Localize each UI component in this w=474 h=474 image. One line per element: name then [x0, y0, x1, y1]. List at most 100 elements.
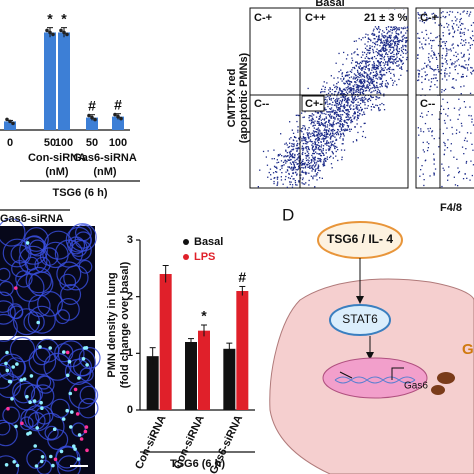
event-dot — [451, 25, 453, 27]
event-dot — [297, 126, 299, 128]
event-dot — [293, 157, 296, 159]
event-dot — [289, 181, 291, 183]
event-dot — [446, 22, 448, 25]
event-dot — [370, 91, 372, 94]
alveolus — [57, 340, 85, 368]
event-dot — [322, 123, 324, 125]
event-dot — [319, 154, 322, 157]
event-dot — [298, 167, 300, 169]
event-dot — [427, 147, 429, 149]
event-dot — [391, 46, 393, 48]
point — [11, 121, 15, 126]
event-dot — [446, 101, 449, 104]
event-dot — [340, 104, 342, 106]
event-dot — [452, 86, 454, 88]
event-dot — [449, 72, 451, 74]
event-dot — [330, 163, 333, 165]
event-dot — [358, 37, 360, 40]
event-dot — [402, 48, 405, 50]
event-dot — [292, 132, 295, 134]
event-dot — [348, 74, 350, 76]
event-dot — [330, 141, 332, 143]
event-dot — [327, 111, 329, 113]
event-dot — [305, 159, 308, 162]
event-dot — [336, 107, 338, 109]
event-dot — [312, 178, 314, 180]
event-dot — [267, 176, 269, 178]
event-dot — [375, 96, 377, 98]
event-dot — [387, 40, 389, 42]
event-dot — [363, 122, 365, 125]
event-dot — [308, 137, 310, 140]
event-dot — [389, 58, 391, 61]
event-dot — [343, 149, 346, 151]
event-dot — [462, 178, 465, 180]
cell — [73, 447, 77, 451]
annotation: * — [201, 308, 207, 324]
event-dot — [337, 129, 340, 131]
event-dot — [386, 40, 388, 43]
event-dot — [453, 63, 455, 65]
event-dot — [400, 39, 402, 42]
event-dot — [359, 99, 362, 101]
event-dot — [348, 83, 350, 86]
event-dot — [322, 91, 324, 93]
point — [87, 113, 91, 118]
event-dot — [458, 114, 461, 116]
event-dot — [313, 114, 315, 116]
event-dot — [448, 75, 450, 77]
event-dot — [353, 101, 355, 103]
alveolus — [25, 266, 52, 294]
event-dot — [423, 179, 425, 181]
event-dot — [463, 139, 466, 142]
event-dot — [380, 92, 382, 95]
event-dot — [436, 58, 438, 60]
event-dot — [377, 89, 379, 91]
event-dot — [472, 124, 474, 126]
event-dot — [350, 89, 352, 91]
event-dot — [304, 139, 306, 141]
event-dot — [364, 66, 367, 68]
event-dot — [314, 159, 316, 161]
event-dot — [364, 79, 366, 82]
event-dot — [323, 119, 325, 121]
event-dot — [309, 140, 311, 142]
event-dot — [437, 69, 439, 71]
event-dot — [352, 98, 354, 100]
cell — [52, 427, 57, 432]
event-dot — [353, 99, 355, 101]
cell — [20, 421, 24, 426]
event-dot — [447, 179, 449, 181]
label-box — [360, 10, 406, 26]
event-dot — [357, 89, 359, 92]
event-dot — [374, 38, 376, 40]
event-dot — [318, 149, 321, 151]
event-dot — [295, 147, 297, 150]
event-dot — [285, 175, 287, 178]
event-dot — [329, 123, 331, 125]
event-dot — [428, 59, 430, 61]
event-dot — [460, 65, 463, 67]
event-dot — [400, 67, 402, 69]
event-dot — [386, 61, 389, 63]
event-dot — [433, 70, 435, 72]
event-dot — [314, 120, 316, 122]
event-dot — [456, 24, 458, 26]
event-dot — [323, 134, 326, 136]
event-dot — [297, 148, 299, 150]
event-dot — [302, 127, 304, 129]
event-dot — [364, 98, 366, 100]
event-dot — [340, 120, 342, 123]
event-dot — [380, 39, 382, 42]
event-dot — [313, 150, 315, 152]
event-dot — [333, 112, 336, 114]
event-dot — [333, 116, 335, 118]
event-dot — [285, 150, 287, 152]
event-dot — [298, 139, 300, 141]
event-dot — [360, 62, 363, 64]
event-dot — [449, 59, 452, 61]
event-dot — [386, 69, 388, 71]
event-dot — [372, 106, 375, 108]
event-dot — [352, 85, 354, 87]
cell — [83, 346, 87, 350]
